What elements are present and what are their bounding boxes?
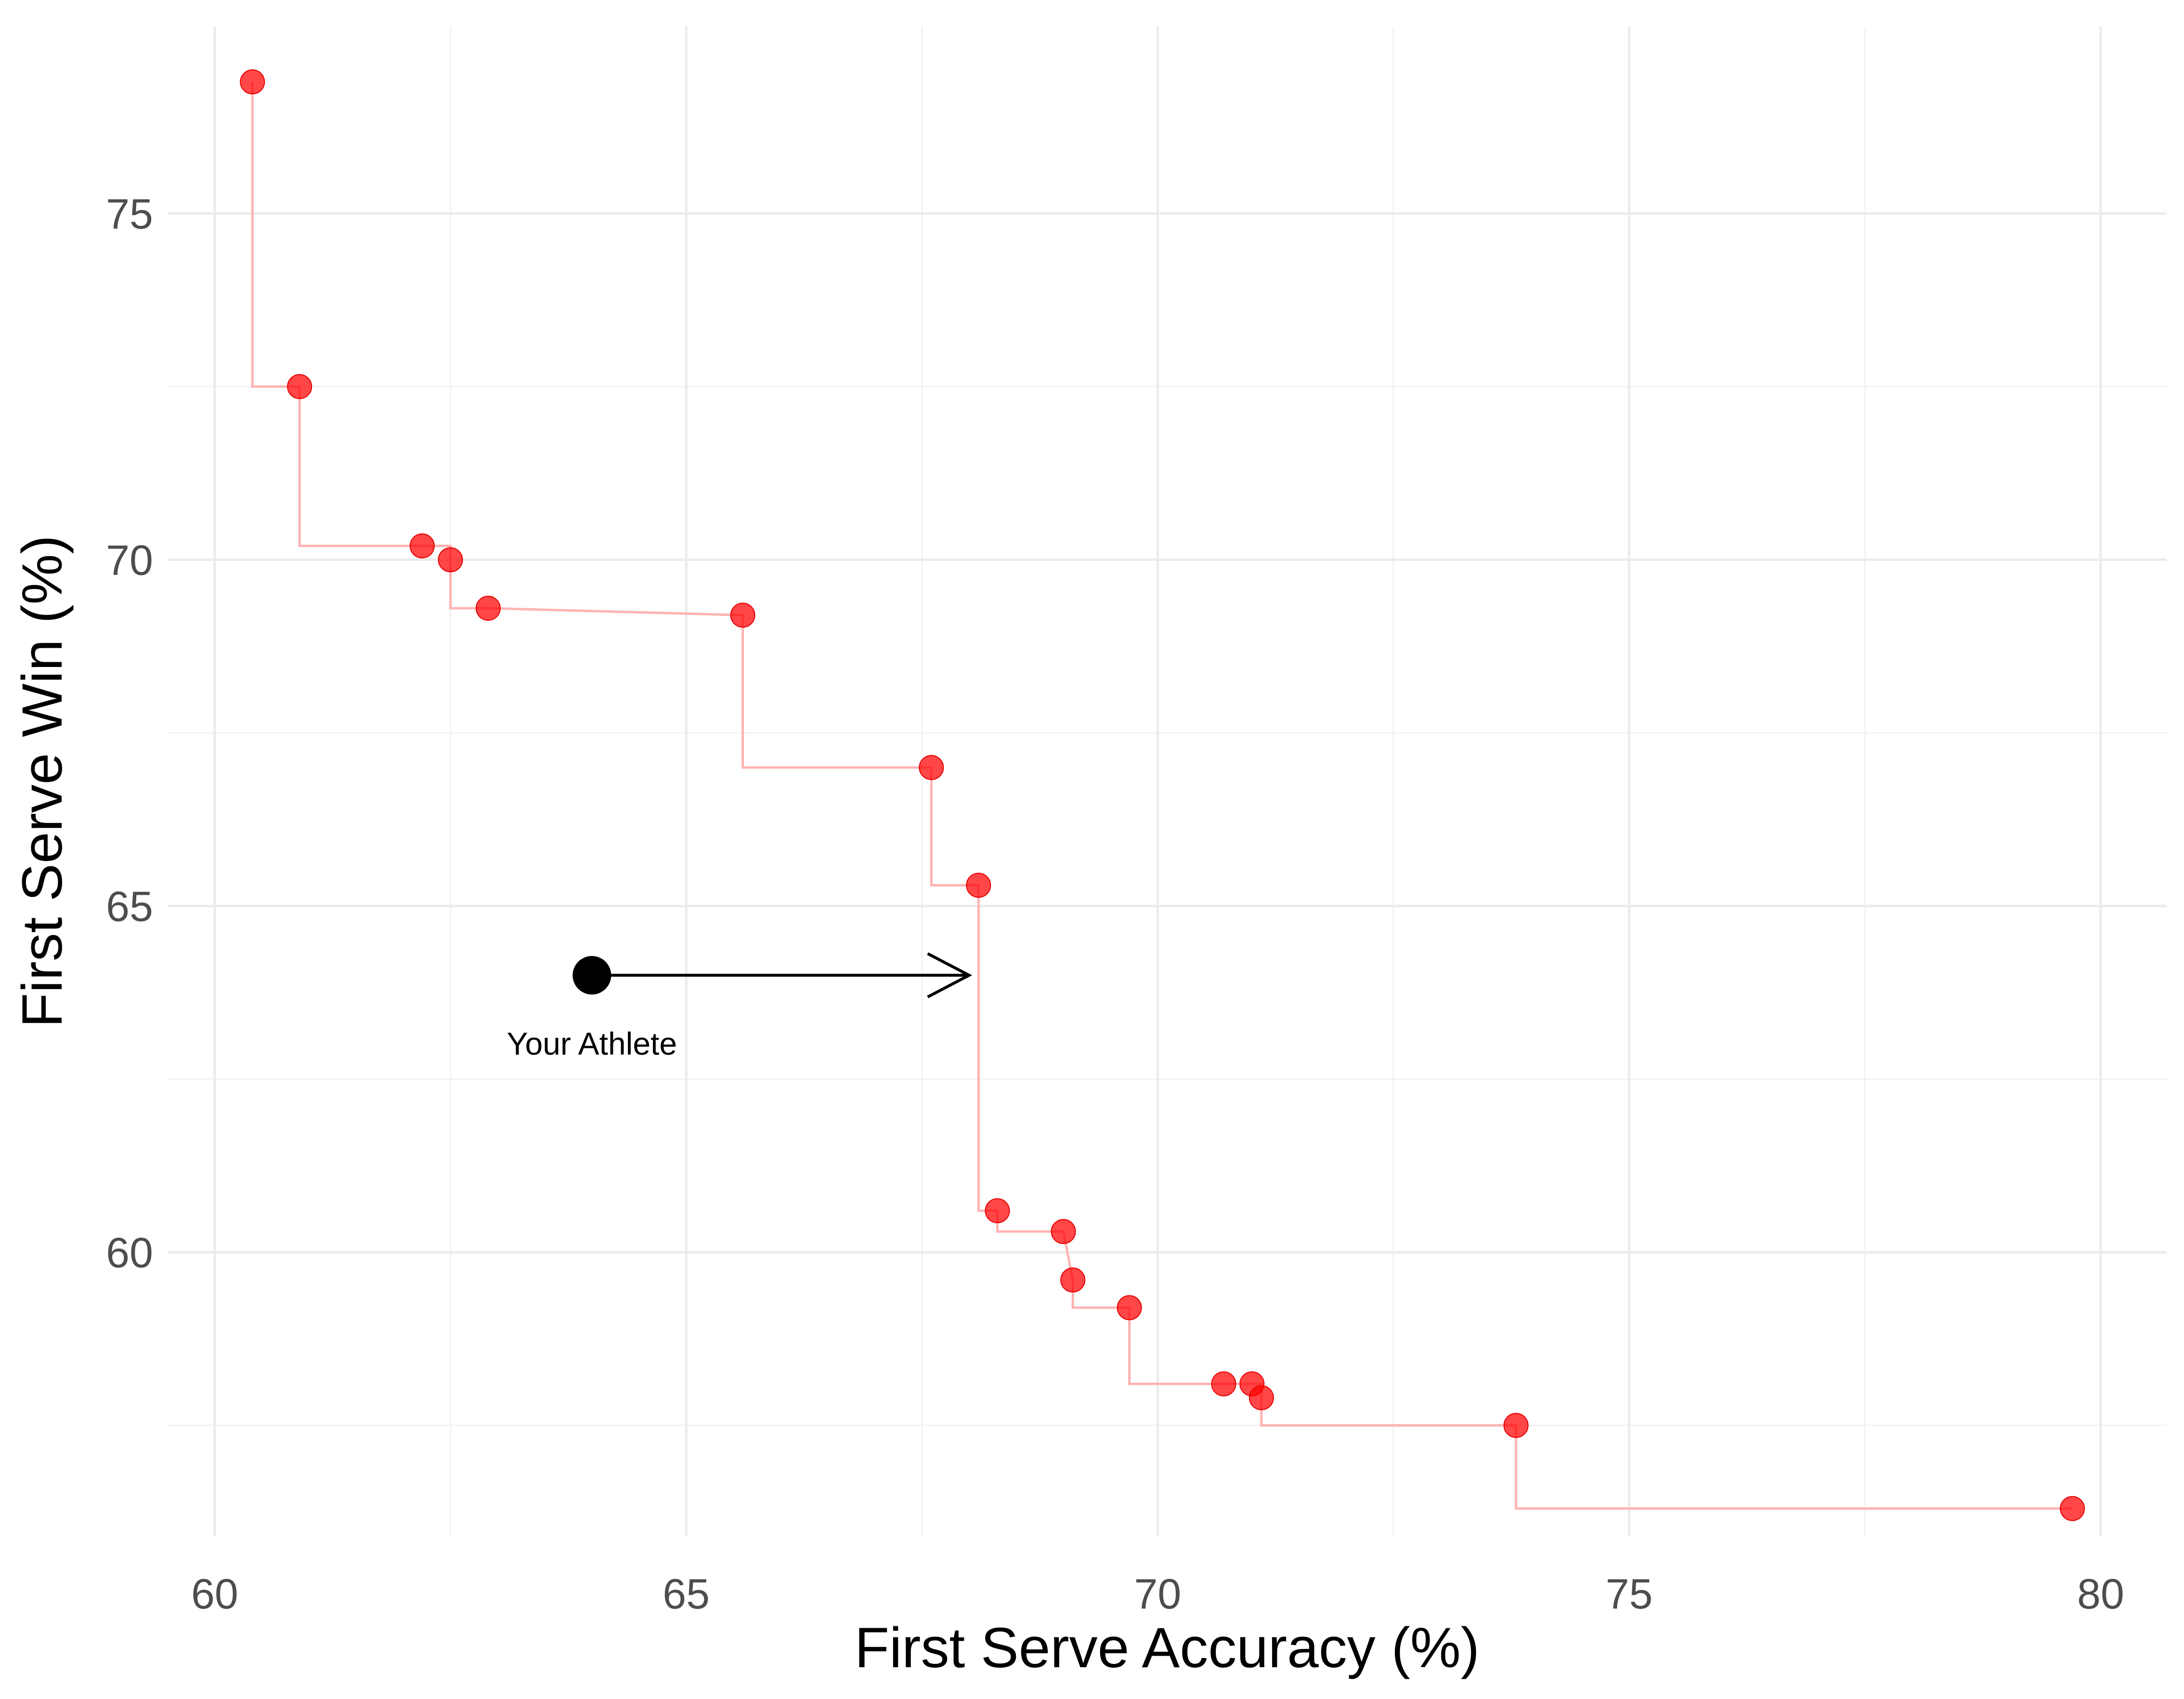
data-point (985, 1198, 1010, 1224)
y-tick-labels: 60 65 70 75 (106, 190, 153, 1276)
data-point (966, 873, 991, 898)
data-point (1211, 1371, 1236, 1397)
athlete-label: Your Athlete (507, 1026, 677, 1061)
data-point (1503, 1412, 1529, 1438)
data-points (240, 69, 2085, 1521)
data-point (730, 602, 755, 628)
y-tick-label: 60 (106, 1229, 153, 1276)
data-point (240, 69, 265, 95)
x-tick-label: 65 (663, 1570, 710, 1618)
x-tick-labels: 60 65 70 75 80 (191, 1570, 2124, 1618)
athlete-point (572, 956, 611, 995)
x-tick-label: 80 (2077, 1570, 2124, 1618)
data-point (919, 755, 944, 780)
data-point (287, 374, 312, 399)
data-point (438, 547, 463, 573)
x-tick-label: 75 (1606, 1570, 1653, 1618)
major-grid (168, 26, 2167, 1536)
athlete-group: Your Athlete (507, 952, 973, 1061)
data-point (1117, 1295, 1142, 1320)
data-point (2060, 1496, 2085, 1521)
y-tick-label: 75 (106, 190, 153, 237)
data-point (475, 595, 501, 621)
data-point (1051, 1219, 1076, 1244)
y-tick-label: 70 (106, 536, 153, 584)
y-tick-label: 65 (106, 882, 153, 930)
data-point (409, 533, 435, 559)
arrow-head (927, 952, 973, 998)
minor-grid (168, 26, 2167, 1536)
data-point (1060, 1267, 1086, 1293)
y-axis-title: First Serve Win (%) (11, 535, 74, 1028)
x-tick-label: 70 (1134, 1570, 1181, 1618)
x-axis-title: First Serve Accuracy (%) (855, 1616, 1480, 1680)
data-point (1248, 1385, 1274, 1411)
x-tick-label: 60 (191, 1570, 238, 1618)
